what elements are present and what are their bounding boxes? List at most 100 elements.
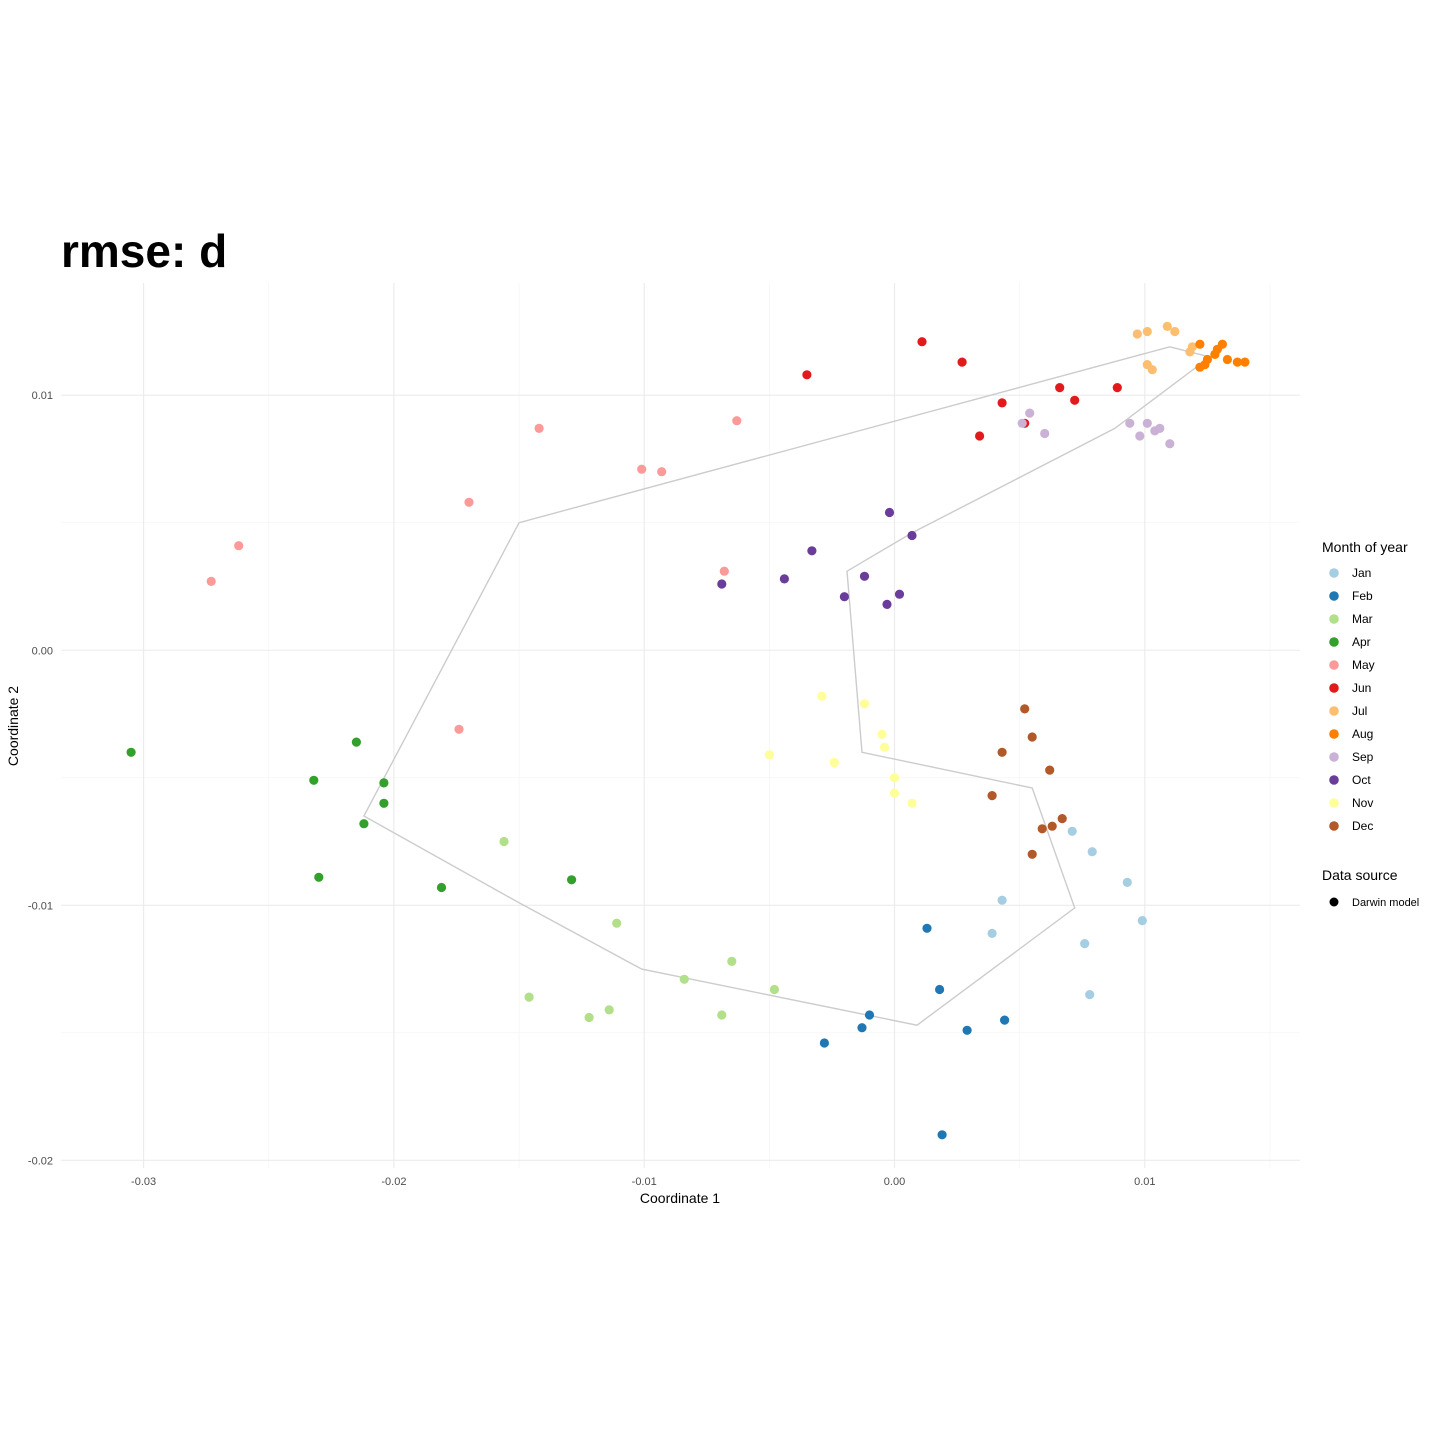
data-point-oct bbox=[779, 574, 790, 584]
legend-label-aug: Aug bbox=[1352, 727, 1373, 741]
data-point-dec bbox=[987, 791, 997, 801]
data-point-may bbox=[464, 497, 474, 507]
data-point-nov bbox=[879, 742, 890, 752]
data-point-apr bbox=[379, 778, 389, 788]
y-tick-label: -0.01 bbox=[28, 900, 53, 912]
data-point-apr bbox=[359, 819, 369, 829]
legend-label-may: May bbox=[1352, 658, 1375, 672]
data-point-may bbox=[454, 724, 464, 734]
series-oct bbox=[717, 507, 917, 610]
legend-key-dec bbox=[1329, 821, 1339, 831]
points-layer bbox=[126, 321, 1250, 1140]
data-point-feb bbox=[857, 1023, 867, 1033]
data-point-feb bbox=[935, 984, 945, 995]
data-point-oct bbox=[807, 546, 817, 556]
y-tick-label: 0.00 bbox=[32, 645, 53, 657]
data-point-apr bbox=[436, 882, 447, 893]
series-may bbox=[206, 416, 742, 734]
legend-key-jul bbox=[1329, 706, 1339, 716]
data-point-mar bbox=[727, 956, 737, 967]
x-tick-label: -0.03 bbox=[131, 1176, 156, 1188]
data-point-nov bbox=[889, 773, 900, 783]
y-axis-ticks: -0.02 -0.01 0.00 0.01 bbox=[28, 390, 53, 1167]
y-tick-label: 0.01 bbox=[32, 390, 53, 402]
trajectory-line bbox=[362, 346, 1212, 1026]
trajectory-layer bbox=[362, 346, 1212, 1026]
data-point-mar bbox=[612, 918, 622, 928]
data-point-nov bbox=[764, 750, 775, 760]
y-axis-title: Coordinate 2 bbox=[5, 686, 21, 766]
data-point-feb bbox=[937, 1130, 947, 1140]
legend-month-entries: Jan Feb Mar Apr May Jun Jul Aug Sep Oct Nov Dec bbox=[1329, 566, 1375, 833]
data-point-dec bbox=[1045, 765, 1055, 775]
data-point-may bbox=[206, 576, 216, 587]
legend-label-jun: Jun bbox=[1352, 681, 1371, 695]
data-point-dec bbox=[1037, 824, 1047, 834]
data-point-jun bbox=[1070, 395, 1080, 405]
data-point-jun bbox=[1055, 383, 1065, 393]
data-point-sep bbox=[1017, 418, 1027, 428]
data-point-aug bbox=[1195, 339, 1205, 349]
data-point-feb bbox=[962, 1025, 972, 1035]
x-tick-label: 0.00 bbox=[884, 1176, 905, 1188]
data-point-jul bbox=[1132, 329, 1142, 339]
data-point-apr bbox=[351, 737, 361, 747]
data-point-jan bbox=[1085, 990, 1095, 1000]
x-axis-ticks: -0.03 -0.02 -0.01 0.00 0.01 bbox=[131, 1176, 1155, 1188]
legend-label-sep: Sep bbox=[1352, 750, 1374, 764]
legend-label-nov: Nov bbox=[1352, 796, 1373, 810]
data-point-oct bbox=[907, 530, 917, 541]
data-point-sep bbox=[1040, 428, 1050, 439]
data-point-sep bbox=[1142, 418, 1152, 428]
data-point-feb bbox=[819, 1038, 830, 1048]
data-point-mar bbox=[769, 984, 780, 995]
data-point-jun bbox=[1112, 383, 1122, 393]
legend-label-mar: Mar bbox=[1352, 612, 1373, 626]
data-point-aug bbox=[1240, 357, 1250, 367]
data-point-jul bbox=[1187, 342, 1197, 352]
data-point-oct bbox=[882, 599, 892, 610]
data-point-may bbox=[657, 467, 667, 477]
data-point-oct bbox=[839, 592, 850, 602]
legend-label-dec: Dec bbox=[1352, 819, 1373, 833]
legend-label-feb: Feb bbox=[1352, 589, 1373, 603]
data-point-sep bbox=[1165, 439, 1175, 449]
x-axis-title: Coordinate 1 bbox=[640, 1190, 720, 1206]
legend-label-jul: Jul bbox=[1352, 704, 1367, 718]
series-feb bbox=[819, 923, 1010, 1140]
data-point-feb bbox=[922, 923, 932, 933]
legend-label-apr: Apr bbox=[1352, 635, 1371, 649]
series-sep bbox=[1017, 408, 1175, 449]
data-point-oct bbox=[717, 579, 727, 589]
data-point-jun bbox=[975, 431, 985, 441]
data-point-nov bbox=[859, 699, 870, 709]
legend-label-jan: Jan bbox=[1352, 566, 1371, 580]
data-point-may bbox=[637, 464, 647, 474]
data-point-aug bbox=[1200, 360, 1210, 370]
data-point-jan bbox=[987, 928, 997, 939]
data-point-apr bbox=[567, 875, 577, 885]
legend-key-jan bbox=[1329, 568, 1339, 578]
data-point-jan bbox=[1067, 826, 1077, 836]
legend-key-may bbox=[1329, 660, 1339, 670]
legend-month-title: Month of year bbox=[1322, 539, 1408, 555]
grid bbox=[61, 283, 1300, 1168]
legend-source-label: Darwin model bbox=[1352, 897, 1419, 909]
data-point-dec bbox=[997, 747, 1007, 757]
data-point-sep bbox=[1125, 418, 1135, 428]
data-point-aug bbox=[1232, 357, 1242, 367]
data-point-apr bbox=[126, 747, 136, 757]
data-point-apr bbox=[314, 872, 324, 882]
data-point-jul bbox=[1142, 326, 1152, 337]
data-point-sep bbox=[1025, 408, 1035, 418]
data-point-jan bbox=[1137, 916, 1147, 926]
data-point-may bbox=[234, 541, 244, 551]
data-point-dec bbox=[1027, 732, 1037, 742]
data-point-apr bbox=[379, 798, 389, 808]
data-point-jun bbox=[957, 357, 967, 367]
data-point-may bbox=[719, 566, 729, 576]
x-tick-label: 0.01 bbox=[1134, 1176, 1155, 1188]
data-point-dec bbox=[1020, 704, 1030, 714]
legend: Month of year Jan Feb Mar Apr May Jun Jul Aug Se… bbox=[1322, 539, 1419, 909]
data-point-nov bbox=[907, 798, 917, 808]
